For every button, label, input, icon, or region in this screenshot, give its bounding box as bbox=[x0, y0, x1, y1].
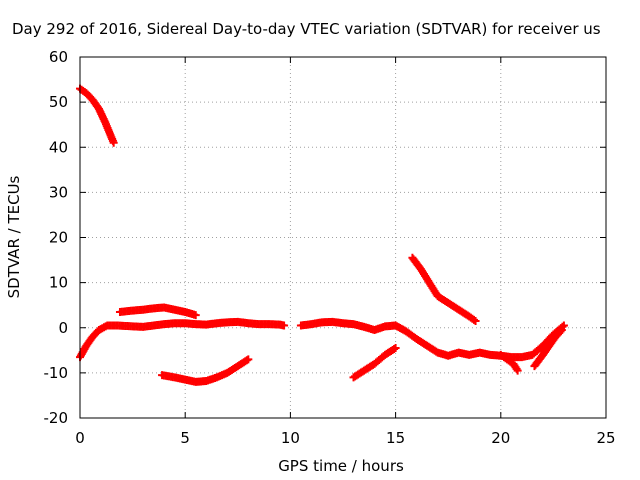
x-tick-label: 0 bbox=[75, 429, 85, 447]
data-point bbox=[280, 321, 289, 330]
data-point bbox=[191, 311, 200, 320]
x-tick-label: 20 bbox=[491, 429, 510, 447]
series-track-4 bbox=[158, 355, 253, 386]
y-tick-label: -10 bbox=[44, 364, 69, 382]
x-tick-label: 25 bbox=[596, 429, 615, 447]
series-track-6 bbox=[496, 350, 522, 375]
data-point bbox=[109, 138, 118, 147]
y-tick-label: 40 bbox=[49, 138, 68, 156]
data-point bbox=[471, 316, 480, 325]
series-track-9 bbox=[408, 253, 480, 325]
data-marks bbox=[76, 84, 568, 386]
data-point bbox=[559, 321, 568, 330]
data-point bbox=[469, 315, 478, 324]
x-tick-label: 5 bbox=[180, 429, 190, 447]
data-point bbox=[556, 327, 565, 336]
x-tick-label: 15 bbox=[386, 429, 405, 447]
grid bbox=[80, 57, 606, 418]
plot-frame bbox=[79, 56, 607, 419]
ticks: 0 5 10 15 20 25 -20 -10 0 10 20 30 40 50 60 bbox=[44, 48, 616, 447]
data-point bbox=[513, 366, 522, 375]
y-tick-label: 60 bbox=[49, 48, 68, 66]
series-track-8 bbox=[349, 344, 400, 382]
series-track-3 bbox=[115, 303, 200, 320]
x-tick-label: 10 bbox=[281, 429, 300, 447]
series-track-1 bbox=[76, 84, 118, 147]
series-track-2 bbox=[76, 317, 289, 362]
y-tick-label: 0 bbox=[58, 319, 68, 337]
y-axis-title: SDTVAR / TECUs bbox=[5, 175, 23, 298]
y-tick-label: 20 bbox=[49, 229, 68, 247]
data-point bbox=[557, 326, 566, 335]
chart-title: Day 292 of 2016, Sidereal Day-to-day VTE… bbox=[12, 20, 601, 38]
x-axis-title: GPS time / hours bbox=[278, 457, 404, 475]
data-point bbox=[244, 355, 253, 364]
y-tick-label: -20 bbox=[44, 409, 69, 427]
series-track-5 bbox=[296, 317, 568, 362]
data-point bbox=[391, 344, 400, 353]
y-tick-label: 30 bbox=[49, 183, 68, 201]
y-tick-label: 50 bbox=[49, 93, 68, 111]
y-tick-label: 10 bbox=[49, 274, 68, 292]
series-track-7 bbox=[530, 326, 566, 371]
